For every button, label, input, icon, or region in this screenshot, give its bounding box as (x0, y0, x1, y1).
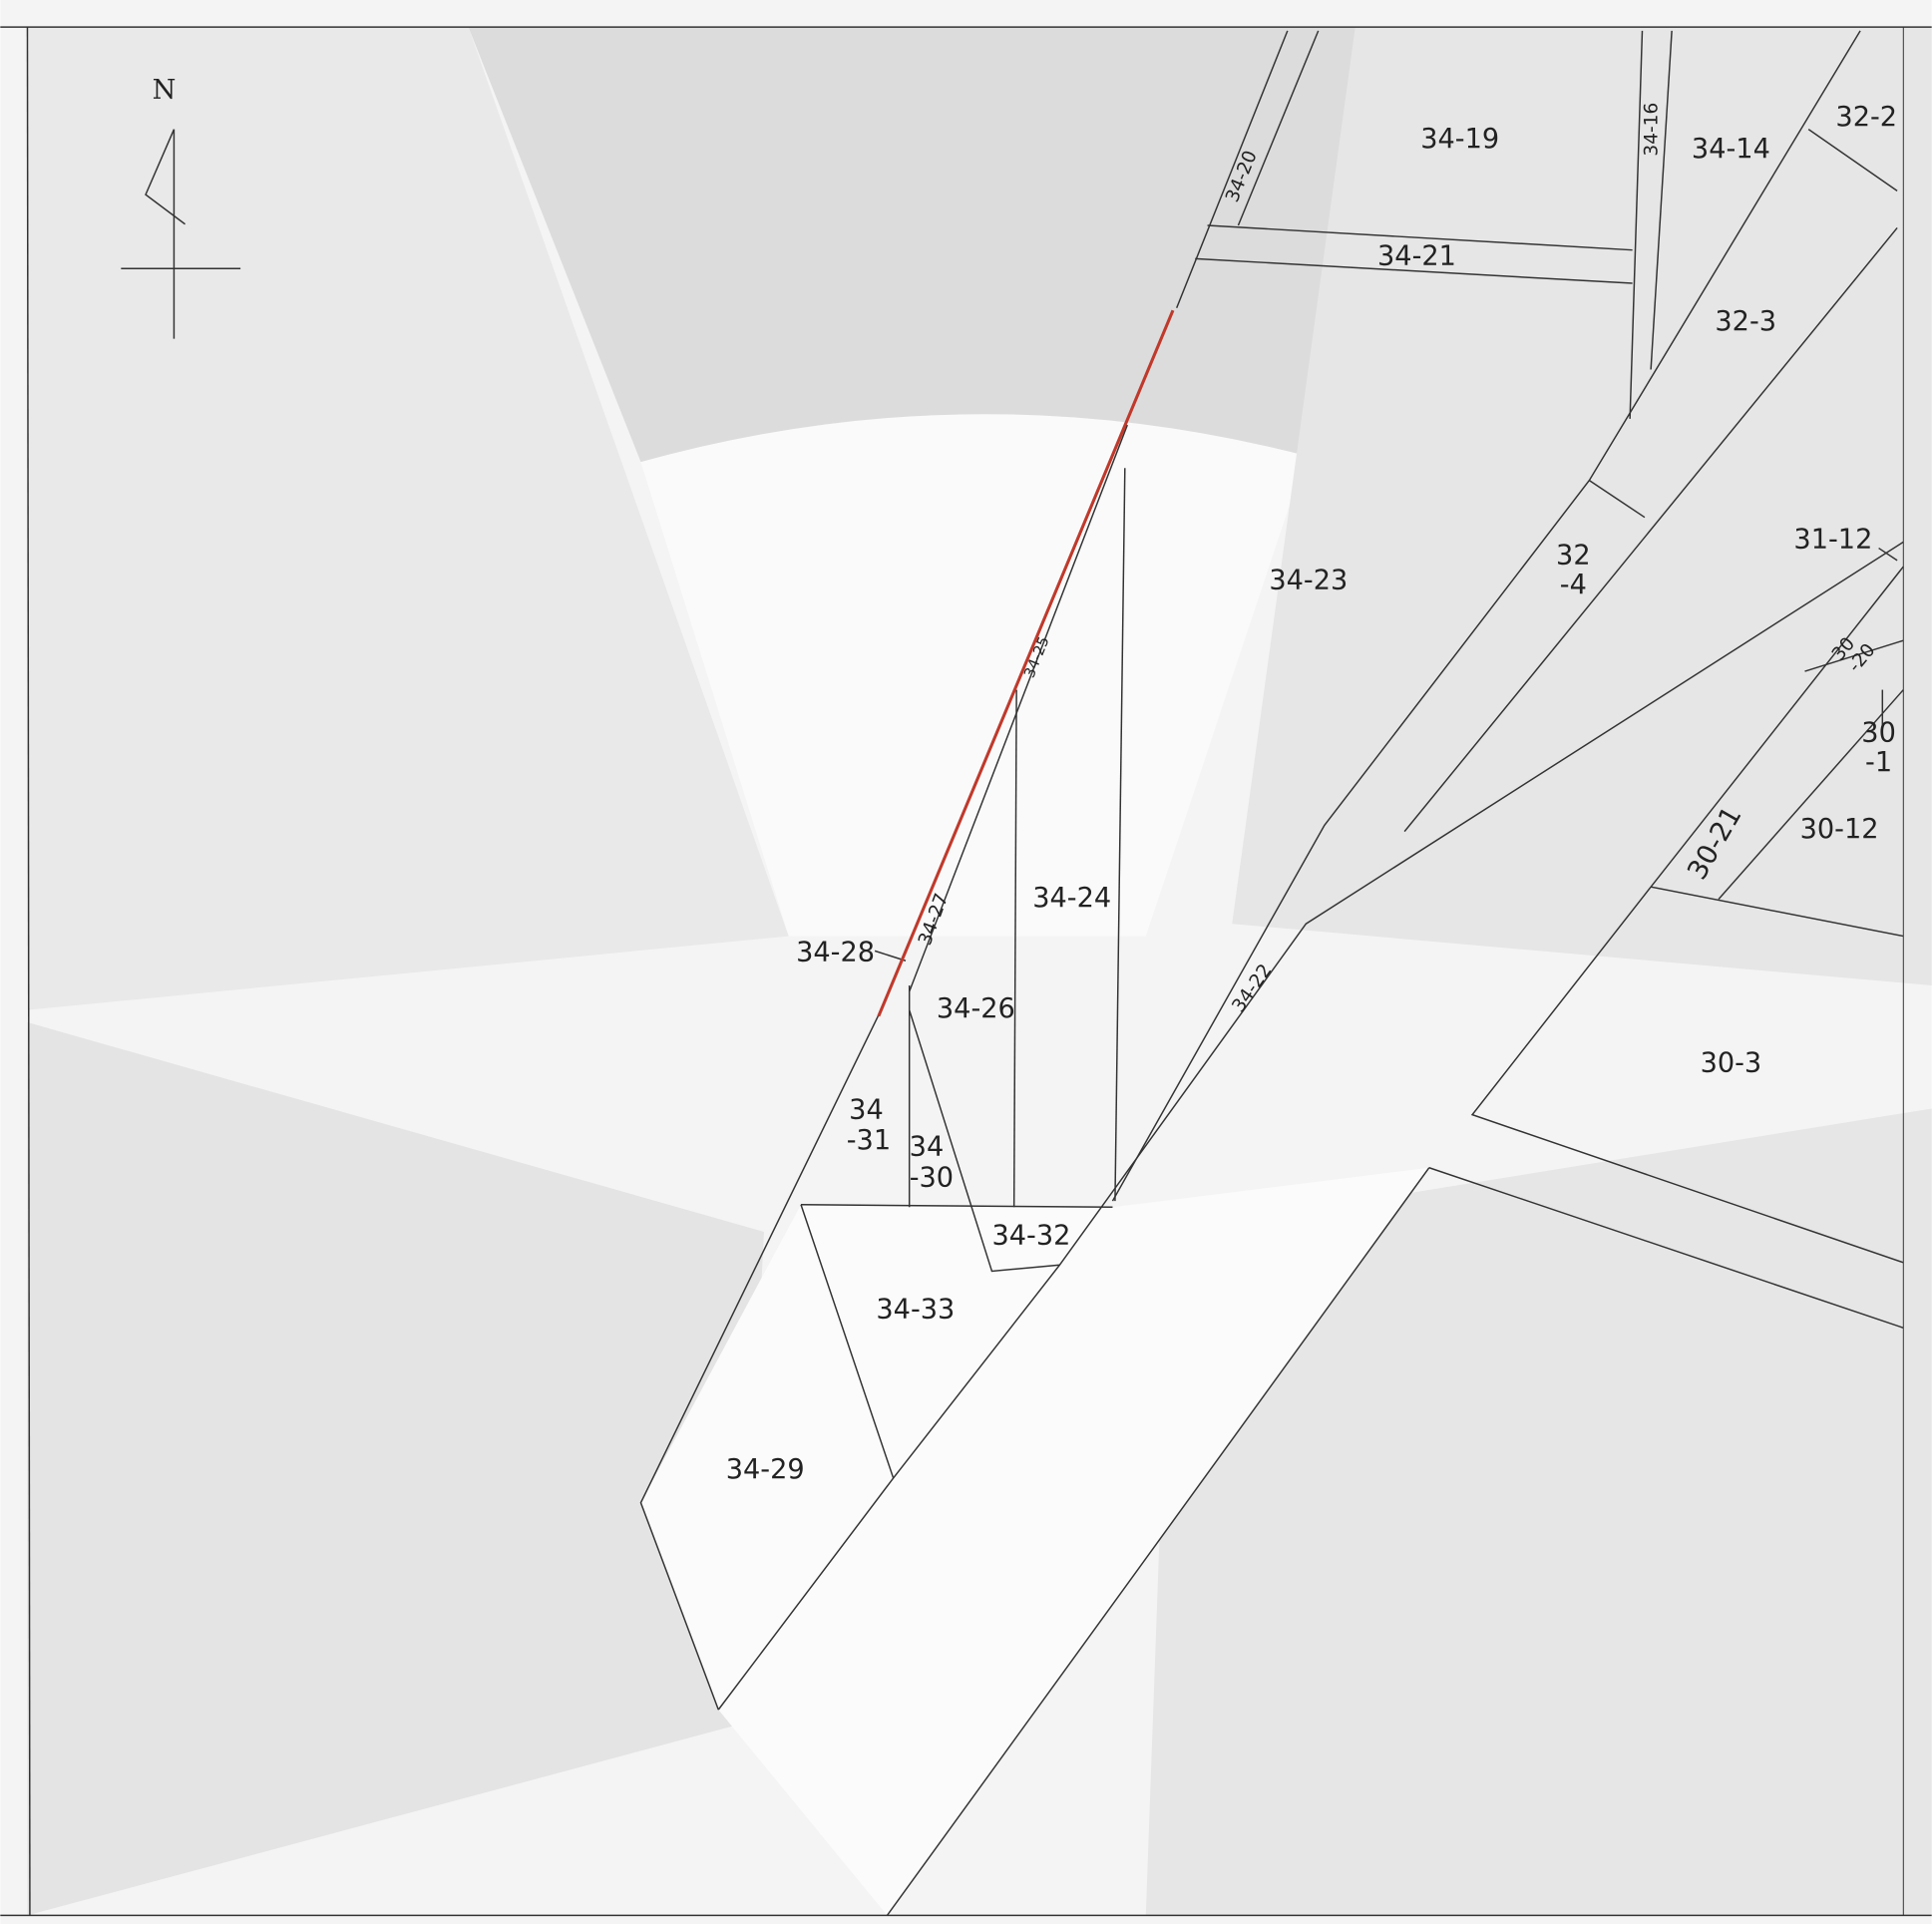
line: 30 (1861, 717, 1896, 748)
parcel-label: 34-26 (937, 993, 1015, 1024)
parcel-label: 34-21 (1377, 241, 1456, 272)
line: -1 (1865, 747, 1892, 778)
frame (0, 26, 1932, 1917)
parcel-label: 34-24 (1032, 883, 1111, 914)
parcel-label: 34 -30 (910, 1131, 954, 1193)
parcel-label: 34-28 (796, 937, 875, 967)
line: 34 (910, 1131, 945, 1162)
parcel-lines (639, 30, 1904, 1916)
line: -30 (910, 1162, 954, 1193)
line: 32 (1556, 541, 1591, 572)
parcel-label: 32-2 (1835, 102, 1897, 133)
parcel-label: 30-12 (1800, 814, 1879, 845)
parcel-label: 34-33 (876, 1294, 955, 1325)
parcel-label: 31-12 (1793, 525, 1872, 556)
parcel-label: 32-3 (1715, 306, 1776, 337)
line: 34 (849, 1094, 884, 1125)
north-arrow (121, 129, 241, 339)
north-label: N (153, 75, 177, 106)
parcel-label: 34 -31 (847, 1094, 891, 1156)
line: -4 (1560, 570, 1587, 600)
parcel-label: 34-29 (726, 1454, 805, 1485)
parcel-label: 30-3 (1701, 1047, 1762, 1078)
parcel-label: 34-14 (1692, 134, 1770, 165)
highlight-line (877, 309, 1175, 1017)
line: -31 (847, 1125, 891, 1156)
parcel-label: 34-23 (1269, 565, 1348, 595)
parcel-label: 30 -1 (1861, 717, 1896, 778)
parcel-label: 34-16 (1641, 103, 1662, 157)
parcel-label: 34-19 (1420, 124, 1499, 155)
parcel-label: 34-32 (991, 1220, 1070, 1251)
parcel-label: 32 -4 (1556, 541, 1591, 601)
